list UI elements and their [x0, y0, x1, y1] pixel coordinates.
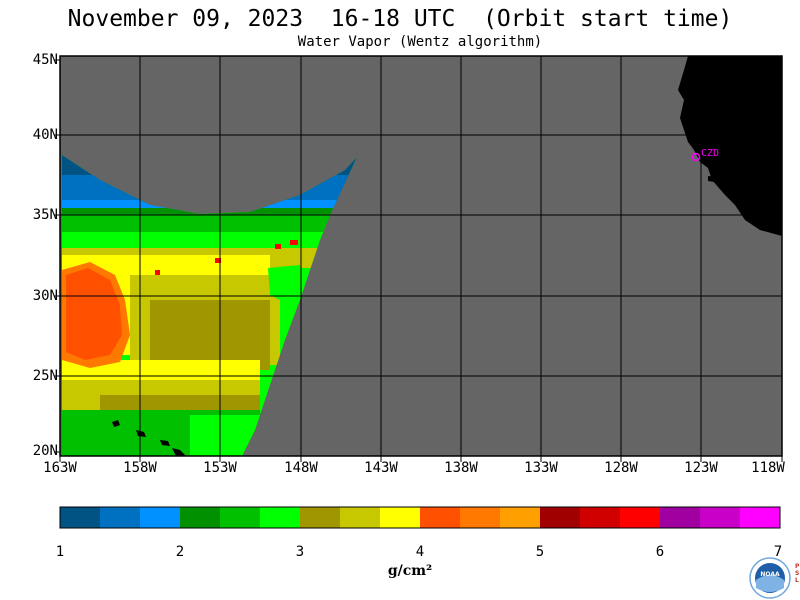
- colorbar-label-6: 6: [655, 544, 665, 560]
- lon-label-133w: 133W: [524, 460, 558, 476]
- colorbar-swatch: [420, 507, 461, 528]
- station-label: CZD: [701, 148, 719, 159]
- colorbar-label-4: 4: [415, 544, 425, 560]
- lon-label-128w: 128W: [604, 460, 638, 476]
- north-america-land: [678, 56, 782, 236]
- colorbar-swatch: [460, 507, 501, 528]
- lat-label-45n: 45N: [32, 52, 58, 68]
- colorbar-swatch: [60, 507, 101, 528]
- colorbar-swatch: [380, 507, 421, 528]
- colorbar: [60, 507, 781, 528]
- station-marker: [691, 152, 701, 162]
- lon-label-158w: 158W: [123, 460, 157, 476]
- lon-label-138w: 138W: [444, 460, 478, 476]
- colorbar-swatch: [300, 507, 341, 528]
- colorbar-swatch: [500, 507, 541, 528]
- lon-label-118w: 118W: [751, 460, 785, 476]
- lon-label-163w: 163W: [43, 460, 77, 476]
- map-frame: [59, 55, 783, 457]
- colorbar-swatch: [260, 507, 301, 528]
- map-ticks: [54, 59, 783, 462]
- colorbar-swatch: [100, 507, 141, 528]
- colorbar-swatch: [140, 507, 181, 528]
- lon-label-123w: 123W: [684, 460, 718, 476]
- page-subtitle: Water Vapor (Wentz algorithm): [297, 34, 543, 50]
- colorbar-swatch: [540, 507, 581, 528]
- colorbar-unit: g/cm²: [387, 563, 433, 579]
- colorbar-swatch: [620, 507, 661, 528]
- hawaiian-islands: [112, 420, 186, 456]
- lon-label-148w: 148W: [284, 460, 318, 476]
- colorbar-frame: [59, 506, 781, 529]
- lat-label-40n: 40N: [32, 127, 58, 143]
- lat-label-30n: 30N: [32, 288, 58, 304]
- colorbar-swatch: [220, 507, 261, 528]
- channel-islands: [708, 176, 716, 182]
- colorbar-swatch: [700, 507, 741, 528]
- colorbar-swatch: [740, 507, 781, 528]
- lon-label-153w: 153W: [203, 460, 237, 476]
- lat-label-25n: 25N: [32, 368, 58, 384]
- colorbar-label-2: 2: [175, 544, 185, 560]
- colorbar-label-5: 5: [535, 544, 545, 560]
- colorbar-swatch: [580, 507, 621, 528]
- noaa-logo-text: NOAA: [760, 571, 780, 578]
- colorbar-swatch: [180, 507, 221, 528]
- colorbar-label-1: 1: [55, 544, 65, 560]
- lat-label-20n: 20N: [32, 443, 58, 459]
- colorbar-swatch: [660, 507, 701, 528]
- lon-label-143w: 143W: [364, 460, 398, 476]
- map-grid: [60, 56, 782, 456]
- colorbar-swatch: [340, 507, 381, 528]
- page-title: November 09, 2023 16-18 UTC (Orbit start…: [67, 6, 733, 32]
- lat-label-35n: 35N: [32, 207, 58, 223]
- colorbar-label-7: 7: [773, 544, 783, 560]
- colorbar-label-3: 3: [295, 544, 305, 560]
